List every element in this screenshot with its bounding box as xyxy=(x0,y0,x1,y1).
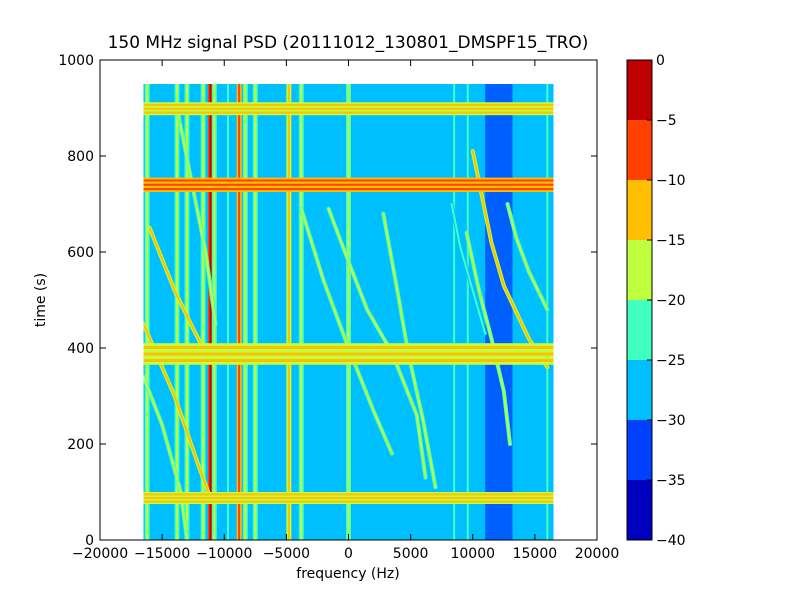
colorbar-segment xyxy=(627,300,652,360)
noise-band xyxy=(485,84,513,540)
colorbar-segment xyxy=(627,60,652,120)
x-tick-label: 10000 xyxy=(450,546,495,562)
plot-area xyxy=(99,59,598,541)
colorbar-tick-label: −40 xyxy=(656,533,686,549)
colorbar-tick-label: −5 xyxy=(656,113,677,129)
trace xyxy=(143,375,188,540)
x-tick-label: −20000 xyxy=(72,546,128,562)
y-axis: 0 200 400 600 800 1000 xyxy=(58,53,597,549)
colorbar-segment xyxy=(627,120,652,180)
x-axis-label: frequency (Hz) xyxy=(296,566,399,582)
y-tick-label: 0 xyxy=(85,533,94,549)
trace xyxy=(450,203,487,335)
colorbar-tick-label: −30 xyxy=(656,413,686,429)
x-tick-label: −15000 xyxy=(134,546,190,562)
y-tick-label: 400 xyxy=(67,341,94,357)
x-tick-label: 0 xyxy=(344,546,353,562)
colorbar-tick-label: −15 xyxy=(656,233,686,249)
trace xyxy=(327,207,427,479)
y-axis-label: time (s) xyxy=(33,273,49,327)
colorbar-segment xyxy=(627,360,652,420)
x-tick-label: 20000 xyxy=(575,546,620,562)
colorbar-segment xyxy=(627,240,652,300)
y-tick-label: 1000 xyxy=(58,53,94,69)
x-tick-label: −5000 xyxy=(263,546,310,562)
x-tick-label: −10000 xyxy=(196,546,252,562)
heatmap-data xyxy=(143,84,554,540)
colorbar-tick-label: −20 xyxy=(656,293,686,309)
x-tick-label: 15000 xyxy=(513,546,558,562)
trace xyxy=(465,231,512,445)
chart-title: 150 MHz signal PSD (20111012_130801_DMSP… xyxy=(108,33,589,53)
y-tick-label: 800 xyxy=(67,149,94,165)
colorbar-segment xyxy=(627,480,652,540)
y-tick-label: 200 xyxy=(67,437,94,453)
x-axis: −20000 −15000 −10000 −5000 0 5000 10000 15000 20… xyxy=(72,60,619,562)
trace xyxy=(176,107,217,325)
x-tick-label: 5000 xyxy=(393,546,429,562)
colorbar-tick-label: −35 xyxy=(656,473,686,489)
colorbar-segment xyxy=(627,180,652,240)
colorbar-tick-label: 0 xyxy=(656,53,665,69)
colorbar-tick-label: −25 xyxy=(656,353,686,369)
colorbar-segment xyxy=(627,420,652,480)
trace xyxy=(506,203,549,311)
colorbar-tick-label: −10 xyxy=(656,173,686,189)
trace xyxy=(148,227,207,354)
y-tick-label: 600 xyxy=(67,245,94,261)
colorbar: −40 −35 −30 −25 −20 −15 −10 −5 0 xyxy=(626,53,686,549)
